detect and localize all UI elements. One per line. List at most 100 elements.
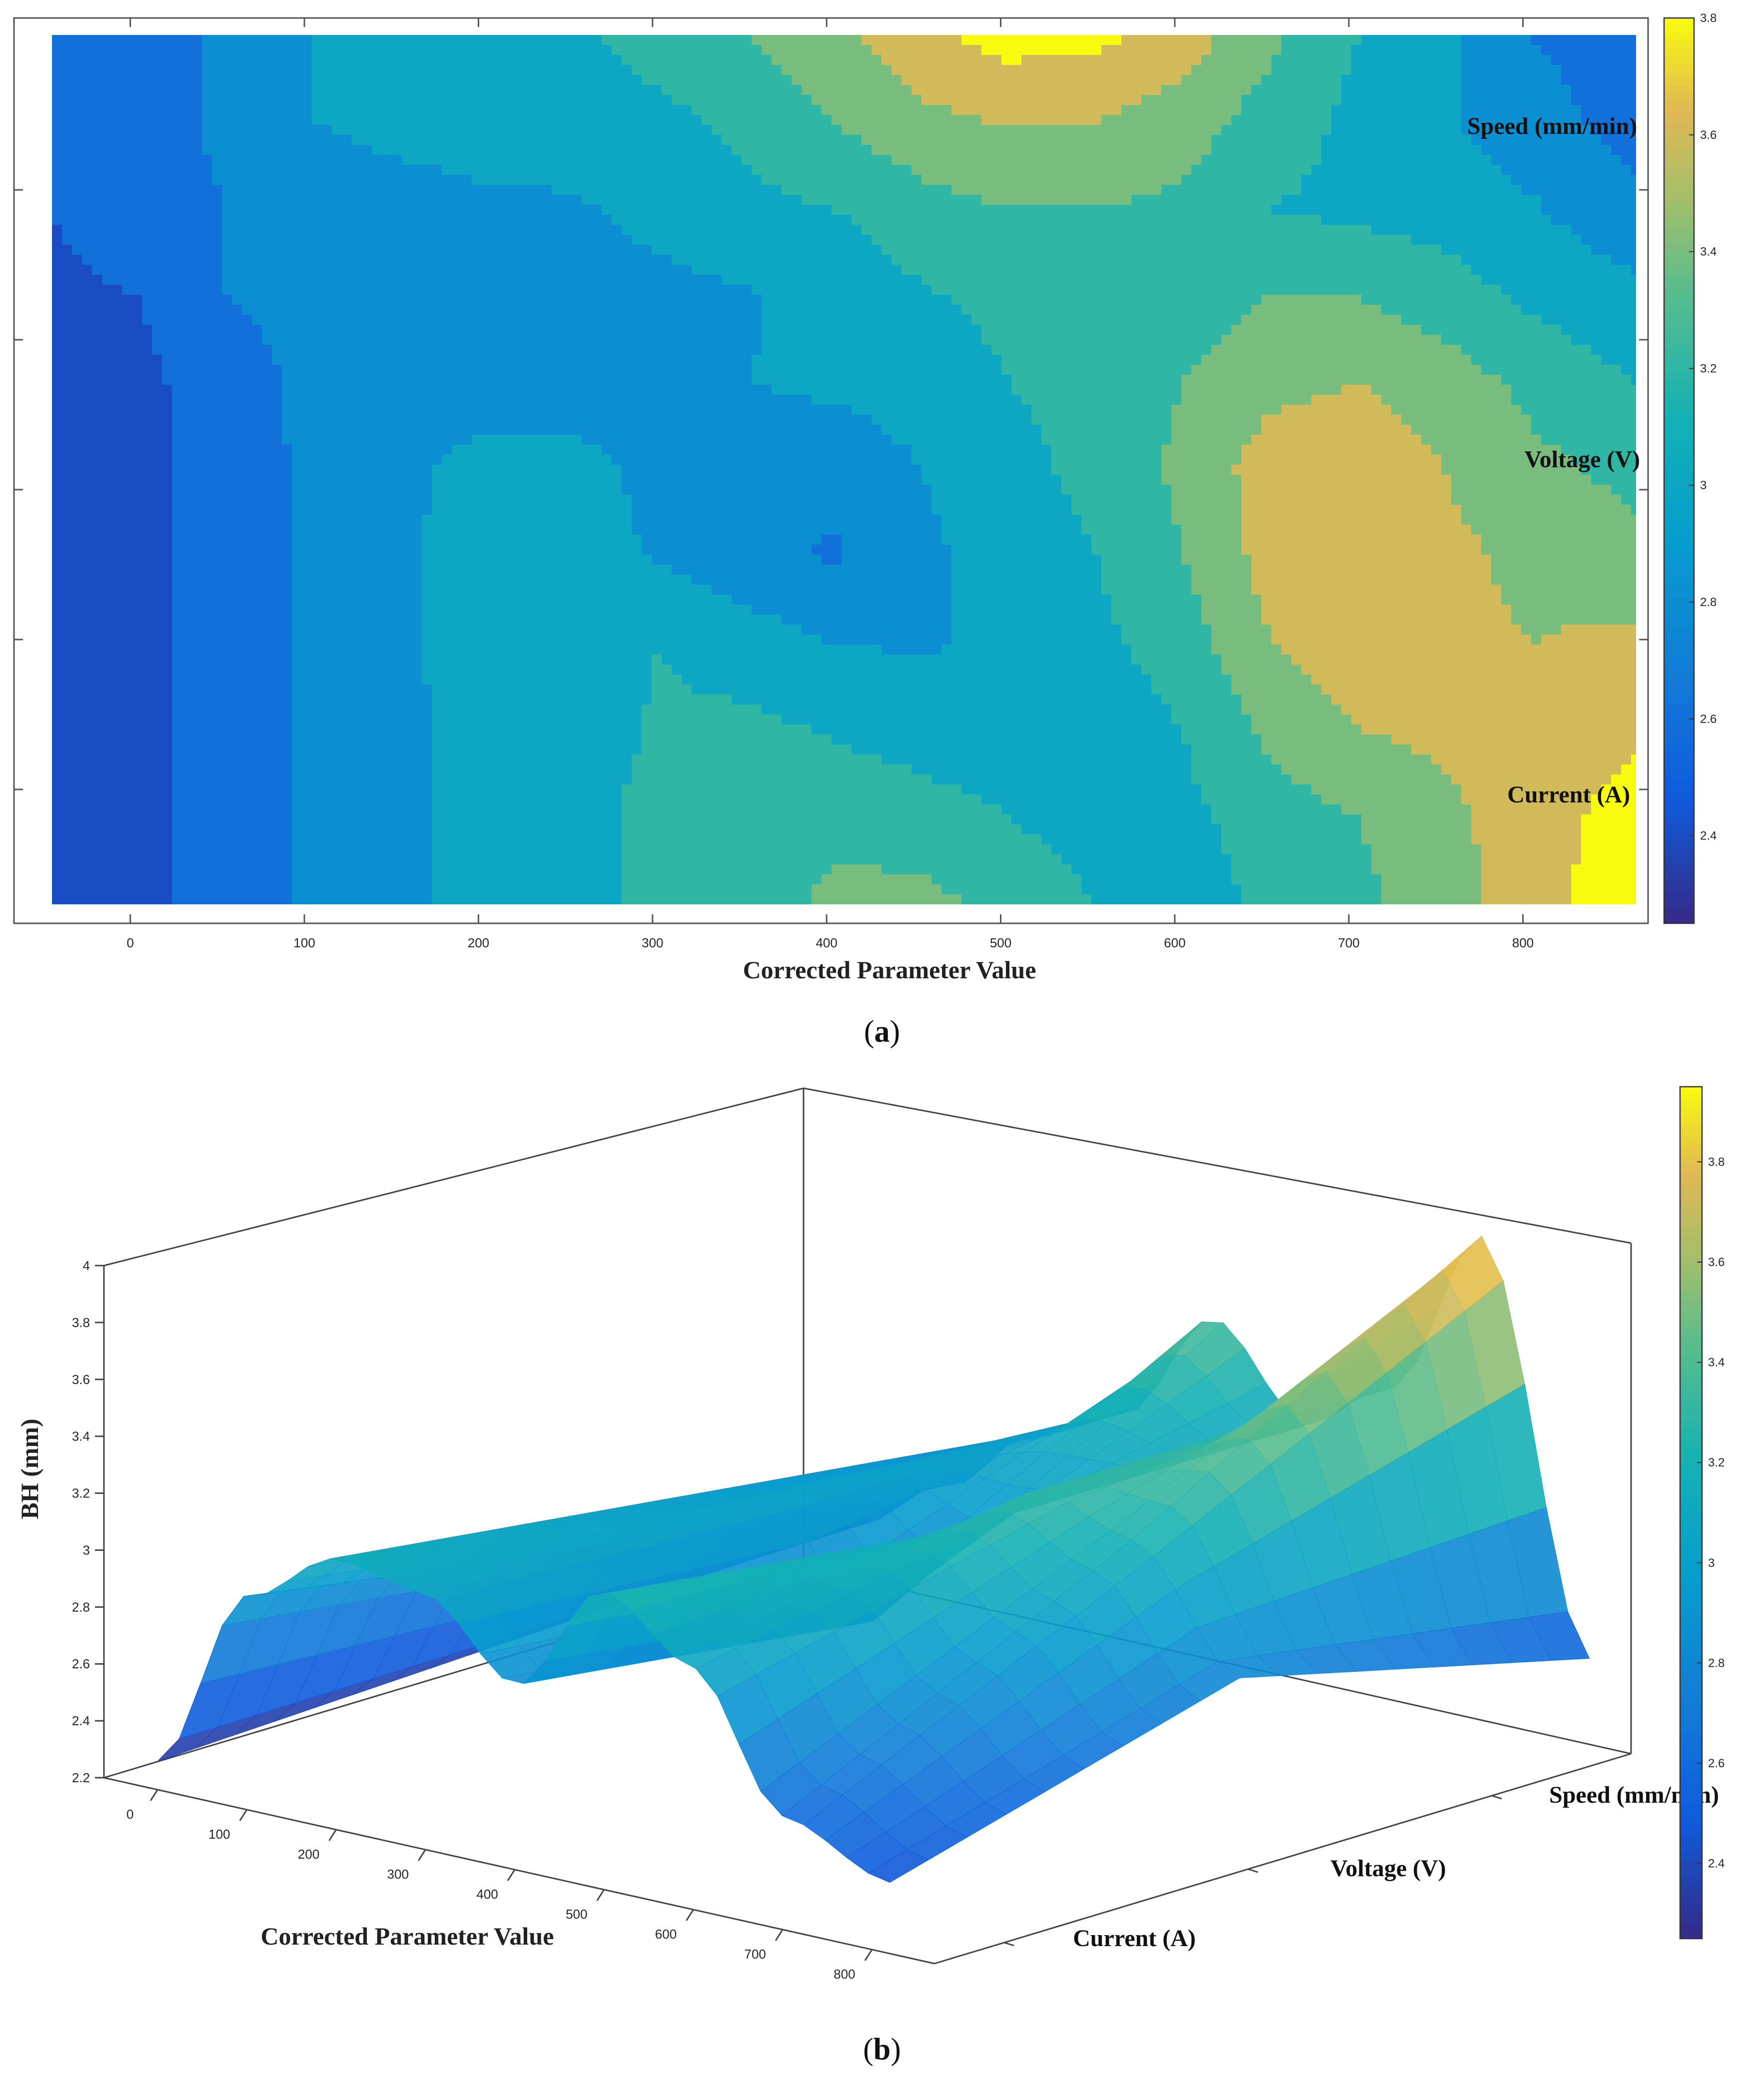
- contour-cell: [1341, 325, 1352, 335]
- contour-cell: [1511, 125, 1522, 135]
- contour-cell: [1631, 205, 1636, 215]
- contour-cell: [931, 95, 942, 105]
- contour-cell: [822, 305, 832, 315]
- contour-cell: [222, 245, 232, 255]
- contour-cell: [1631, 35, 1636, 45]
- contour-cell: [901, 245, 912, 255]
- contour-cell: [102, 325, 112, 335]
- contour-cell: [1321, 195, 1332, 205]
- contour-cell: [1021, 315, 1032, 325]
- contour-cell: [911, 185, 922, 195]
- contour-cell: [1441, 45, 1452, 55]
- contour-cell: [722, 175, 732, 185]
- contour-cell: [1421, 335, 1432, 345]
- contour-cell: [592, 225, 602, 235]
- contour-cell: [1241, 55, 1252, 65]
- contour-cell: [592, 275, 602, 285]
- contour-cell: [1391, 65, 1402, 75]
- contour-cell: [1481, 235, 1492, 245]
- contour-cell: [612, 35, 622, 45]
- contour-cell: [1431, 295, 1442, 305]
- contour-cell: [882, 125, 892, 135]
- contour-cell: [802, 325, 812, 335]
- contour-cell: [1091, 215, 1102, 225]
- contour-cell: [901, 125, 912, 135]
- contour-cell: [1591, 295, 1602, 305]
- contour-cell: [1251, 155, 1262, 165]
- contour-cell: [92, 55, 102, 65]
- contour-cell: [1441, 55, 1452, 65]
- contour-cell: [1551, 285, 1562, 295]
- contour-cell: [1271, 95, 1282, 105]
- contour-cell: [1401, 215, 1412, 225]
- contour-cell: [672, 55, 682, 65]
- contour-cell: [112, 155, 122, 165]
- contour-cell: [102, 235, 112, 245]
- contour-cell: [1401, 155, 1412, 165]
- contour-cell: [632, 215, 642, 225]
- contour-cell: [232, 125, 242, 135]
- contour-cell: [1231, 85, 1242, 95]
- contour-cell: [92, 35, 102, 45]
- contour-cell: [332, 215, 342, 225]
- contour-cell: [1041, 75, 1052, 85]
- contour-cell: [662, 235, 672, 245]
- contour-cell: [702, 65, 712, 75]
- contour-cell: [792, 65, 802, 75]
- contour-cell: [981, 225, 992, 235]
- contour-cell: [272, 45, 282, 55]
- contour-cell: [562, 175, 572, 185]
- contour-cell: [1121, 165, 1132, 175]
- contour-cell: [1611, 145, 1622, 155]
- contour-cell: [1171, 55, 1182, 65]
- contour-cell: [662, 295, 672, 305]
- contour-cell: [132, 285, 142, 295]
- contour-cell: [1171, 165, 1182, 175]
- contour-cell: [1521, 85, 1532, 95]
- contour-cell: [202, 335, 212, 345]
- contour-cell: [432, 275, 442, 285]
- contour-cell: [62, 325, 72, 335]
- contour-cell: [612, 345, 622, 355]
- contour-cell: [1421, 165, 1432, 175]
- contour-cell: [412, 135, 422, 145]
- contour-cell: [1081, 195, 1092, 205]
- contour-cell: [1281, 115, 1292, 125]
- contour-cell: [572, 35, 582, 45]
- contour-cell: [632, 265, 642, 275]
- contour-cell: [1461, 125, 1472, 135]
- contour-cell: [472, 255, 482, 265]
- contour-cell: [262, 295, 272, 305]
- contour-cell: [192, 185, 202, 195]
- contour-cell: [1511, 95, 1522, 105]
- contour-cell: [642, 305, 652, 315]
- contour-cell: [1311, 85, 1322, 95]
- contour-cell: [362, 165, 372, 175]
- contour-cell: [1601, 305, 1612, 315]
- contour-cell: [182, 35, 192, 45]
- contour-cell: [1351, 95, 1362, 105]
- contour-cell: [1261, 155, 1272, 165]
- contour-cell: [632, 225, 642, 235]
- contour-cell: [1061, 35, 1072, 45]
- contour-cell: [1251, 105, 1262, 115]
- contour-cell: [1601, 185, 1612, 195]
- contour-cell: [971, 235, 982, 245]
- contour-cell: [1361, 185, 1372, 195]
- contour-cell: [991, 145, 1002, 155]
- contour-cell: [1341, 135, 1352, 145]
- contour-cell: [1571, 165, 1582, 175]
- contour-cell: [762, 235, 772, 245]
- contour-cell: [1101, 65, 1112, 75]
- contour-cell: [532, 335, 542, 345]
- contour-cell: [1231, 245, 1242, 255]
- contour-cell: [612, 305, 622, 315]
- contour-cell: [502, 55, 512, 65]
- contour-cell: [572, 145, 582, 155]
- contour-cell: [1531, 275, 1542, 285]
- contour-cell: [1151, 285, 1162, 295]
- contour-cell: [1291, 135, 1302, 145]
- contour-cell: [322, 95, 332, 105]
- contour-cell: [482, 235, 492, 245]
- contour-cell: [122, 255, 132, 265]
